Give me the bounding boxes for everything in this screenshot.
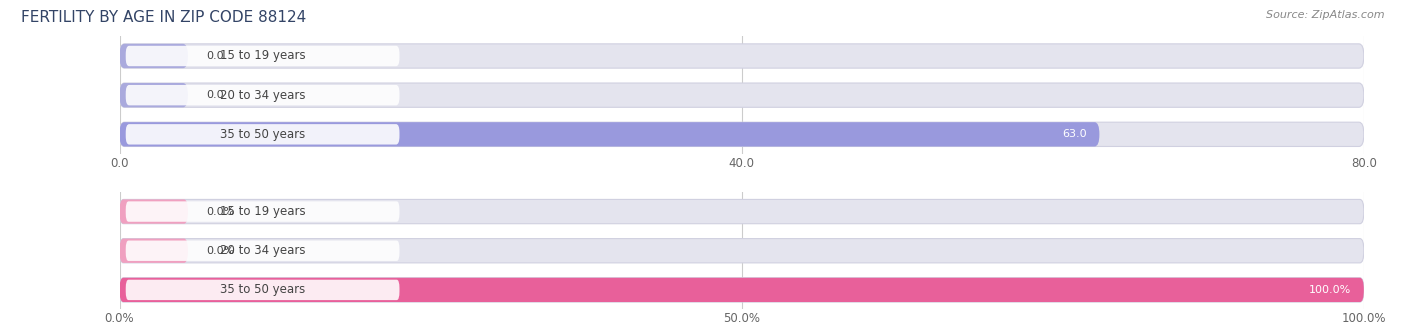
FancyBboxPatch shape bbox=[120, 122, 1099, 147]
Text: 35 to 50 years: 35 to 50 years bbox=[219, 128, 305, 141]
FancyBboxPatch shape bbox=[120, 278, 1364, 302]
Text: 15 to 19 years: 15 to 19 years bbox=[219, 50, 305, 63]
FancyBboxPatch shape bbox=[120, 44, 188, 68]
FancyBboxPatch shape bbox=[120, 199, 1364, 224]
FancyBboxPatch shape bbox=[125, 201, 399, 222]
FancyBboxPatch shape bbox=[125, 124, 399, 145]
FancyBboxPatch shape bbox=[120, 239, 1364, 263]
FancyBboxPatch shape bbox=[120, 199, 188, 224]
FancyBboxPatch shape bbox=[120, 83, 188, 107]
FancyBboxPatch shape bbox=[125, 85, 399, 105]
FancyBboxPatch shape bbox=[120, 83, 1364, 107]
Text: 20 to 34 years: 20 to 34 years bbox=[219, 244, 305, 257]
Text: Source: ZipAtlas.com: Source: ZipAtlas.com bbox=[1267, 10, 1385, 20]
Text: 0.0: 0.0 bbox=[207, 51, 224, 61]
Text: 15 to 19 years: 15 to 19 years bbox=[219, 205, 305, 218]
FancyBboxPatch shape bbox=[125, 46, 399, 66]
FancyBboxPatch shape bbox=[125, 280, 399, 300]
FancyBboxPatch shape bbox=[120, 122, 1364, 147]
Text: 35 to 50 years: 35 to 50 years bbox=[219, 283, 305, 296]
Text: 0.0%: 0.0% bbox=[207, 207, 235, 216]
Text: 0.0%: 0.0% bbox=[207, 246, 235, 256]
FancyBboxPatch shape bbox=[120, 239, 188, 263]
Text: 63.0: 63.0 bbox=[1063, 129, 1087, 139]
FancyBboxPatch shape bbox=[120, 278, 1364, 302]
FancyBboxPatch shape bbox=[120, 44, 1364, 68]
Text: 0.0: 0.0 bbox=[207, 90, 224, 100]
Text: 100.0%: 100.0% bbox=[1309, 285, 1351, 295]
Text: FERTILITY BY AGE IN ZIP CODE 88124: FERTILITY BY AGE IN ZIP CODE 88124 bbox=[21, 10, 307, 25]
FancyBboxPatch shape bbox=[125, 241, 399, 261]
Text: 20 to 34 years: 20 to 34 years bbox=[219, 89, 305, 102]
